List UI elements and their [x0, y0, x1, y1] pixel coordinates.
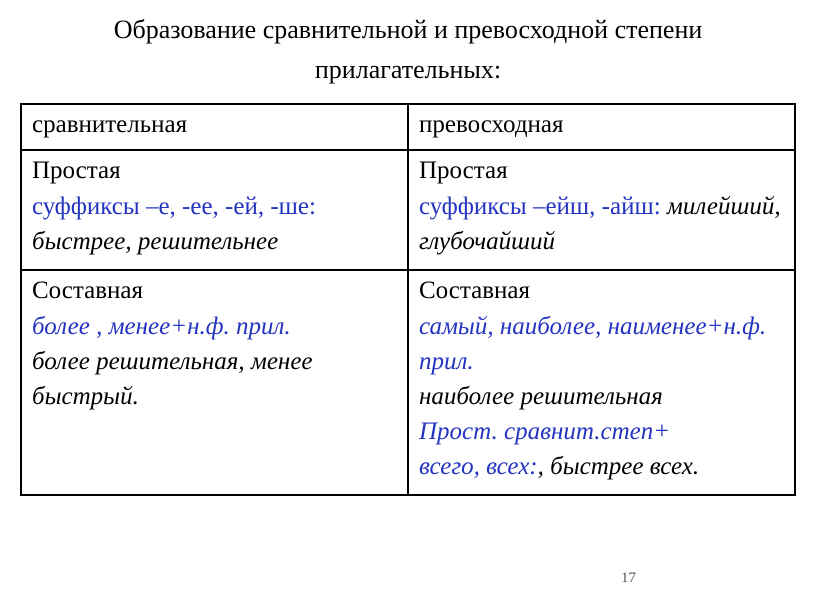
compound-note-right: Прост. сравнит.степ+ [419, 414, 784, 449]
compound-label-left: Составная [32, 277, 397, 305]
compound-example2-black: , быстрее всех. [538, 453, 700, 480]
header-comparative: сравнительная [21, 104, 408, 150]
compound-example2-blue: всего, всех: [419, 453, 538, 480]
table-row-simple: Простая суффиксы –е, -ее, -ей, -ше: быст… [21, 150, 795, 270]
simple-label-left: Простая [32, 157, 397, 185]
compound-example-left: более решительная, менее быстрый. [32, 344, 397, 414]
page-title: Образование сравнительной и превосходной… [20, 10, 796, 91]
simple-example-left: быстрее, решительнее [32, 224, 397, 259]
compound-rule-right: самый, наиболее, наименее+н.ф. прил. [419, 309, 784, 379]
comparison-table: сравнительная превосходная Простая суффи… [20, 103, 796, 496]
header-superlative: превосходная [408, 104, 795, 150]
simple-suffix-left: суффиксы –е, -ее, -ей, -ше: [32, 189, 397, 224]
page-number: 17 [621, 570, 636, 587]
table-row-compound: Составная более , менее+н.ф. прил. более… [21, 270, 795, 495]
compound-rule-left: более , менее+н.ф. прил. [32, 309, 397, 344]
cell-compound-comparative: Составная более , менее+н.ф. прил. более… [21, 270, 408, 495]
table-header-row: сравнительная превосходная [21, 104, 795, 150]
compound-example1-right: наиболее решительная [419, 379, 784, 414]
cell-compound-superlative: Составная самый, наиболее, наименее+н.ф.… [408, 270, 795, 495]
compound-label-right: Составная [419, 277, 784, 305]
cell-simple-comparative: Простая суффиксы –е, -ее, -ей, -ше: быст… [21, 150, 408, 270]
simple-label-right: Простая [419, 157, 784, 185]
cell-simple-superlative: Простая суффиксы –ейш, -айш: милейший, г… [408, 150, 795, 270]
simple-suffix-right: суффиксы –ейш, -айш: [419, 193, 661, 220]
